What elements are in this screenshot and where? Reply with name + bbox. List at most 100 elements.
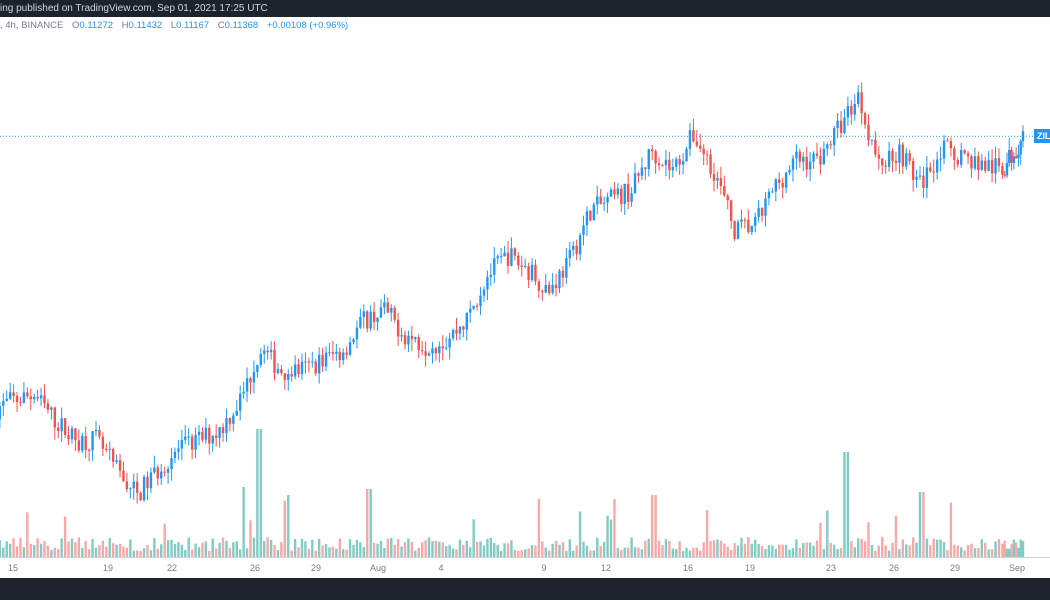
candle-up bbox=[342, 352, 345, 361]
volume-bar bbox=[101, 540, 105, 557]
volume-bar bbox=[898, 549, 901, 557]
volume-bar bbox=[499, 550, 503, 557]
volume-bar bbox=[276, 550, 280, 557]
volume-bar bbox=[784, 544, 788, 557]
candle-down bbox=[997, 158, 1001, 167]
volume-bar bbox=[668, 540, 671, 557]
volume-bar bbox=[935, 539, 939, 557]
volume-bar bbox=[558, 544, 561, 557]
candle-down bbox=[321, 354, 324, 367]
high-label: H bbox=[121, 20, 129, 31]
volume-bar bbox=[905, 544, 908, 557]
candlestick-chart[interactable] bbox=[0, 0, 1050, 557]
volume-bar bbox=[620, 549, 623, 557]
volume-bar bbox=[455, 549, 458, 557]
candle-up bbox=[887, 150, 891, 167]
volume-bar bbox=[22, 547, 26, 557]
volume-bar bbox=[791, 548, 795, 557]
candle-down bbox=[513, 248, 517, 256]
volume-bar bbox=[321, 545, 324, 557]
candle-down bbox=[863, 113, 867, 125]
candle-down bbox=[393, 307, 396, 320]
candle-down bbox=[589, 210, 592, 221]
candle-up bbox=[609, 189, 613, 197]
candle-down bbox=[537, 281, 541, 291]
x-tick-label: Aug bbox=[369, 563, 387, 573]
volume-bar bbox=[221, 537, 225, 557]
volume-bar bbox=[438, 541, 441, 557]
volume-bar bbox=[874, 550, 877, 557]
candle-up bbox=[523, 265, 527, 267]
volume-bar bbox=[393, 544, 396, 557]
candle-down bbox=[1003, 174, 1006, 176]
candle-down bbox=[475, 305, 479, 307]
candle-down bbox=[946, 140, 949, 142]
current-price-label: ZIL bbox=[1034, 129, 1050, 143]
candle-up bbox=[596, 196, 599, 205]
volume-bar bbox=[997, 539, 1001, 557]
x-tick-label: 9 bbox=[541, 563, 547, 573]
close-value: 0.11368 bbox=[224, 20, 259, 31]
volume-bar bbox=[287, 495, 290, 557]
volume-bar bbox=[887, 550, 891, 557]
volume-bar bbox=[970, 543, 973, 557]
candle-down bbox=[729, 200, 733, 221]
volume-bar bbox=[386, 538, 390, 557]
volume-bar bbox=[1010, 544, 1013, 557]
volume-bar bbox=[36, 538, 39, 557]
x-tick-label: 12 bbox=[600, 563, 612, 573]
candle-up bbox=[242, 391, 245, 394]
volume-bar bbox=[149, 550, 153, 557]
candle-up bbox=[898, 144, 901, 163]
candle-down bbox=[221, 427, 225, 434]
volume-bar bbox=[441, 542, 444, 557]
volume-bar bbox=[414, 550, 417, 557]
candle-down bbox=[781, 182, 784, 188]
candle-down bbox=[441, 346, 444, 349]
volume-bar bbox=[77, 537, 81, 557]
candle-down bbox=[956, 159, 959, 165]
candle-up bbox=[458, 326, 462, 334]
volume-bar bbox=[1021, 541, 1025, 557]
x-axis[interactable]: 15 19 22 26 29 Aug 4 9 12 16 19 23 26 29 Sep bbox=[0, 557, 1050, 580]
candle-up bbox=[445, 347, 448, 349]
candle-down bbox=[733, 220, 736, 239]
candle-up bbox=[960, 150, 963, 165]
volume-bar bbox=[534, 545, 537, 557]
candle-down bbox=[884, 165, 887, 167]
volume-bar bbox=[239, 549, 242, 557]
volume-bar bbox=[853, 547, 856, 557]
candle-up bbox=[853, 104, 856, 115]
candle-down bbox=[403, 335, 407, 345]
volume-bar bbox=[685, 547, 688, 557]
candle-down bbox=[651, 149, 654, 152]
volume-bar bbox=[91, 538, 94, 557]
candle-down bbox=[125, 481, 129, 490]
volume-bar bbox=[554, 540, 558, 557]
candle-down bbox=[966, 153, 970, 157]
volume-bar bbox=[808, 542, 812, 557]
volume-bar bbox=[832, 544, 836, 557]
candle-up bbox=[304, 361, 307, 363]
volume-bar bbox=[867, 522, 870, 557]
volume-bar bbox=[908, 545, 911, 557]
candle-down bbox=[719, 177, 723, 186]
volume-bar bbox=[348, 539, 352, 557]
volume-bar bbox=[513, 549, 517, 557]
candle-up bbox=[81, 436, 84, 451]
candle-up bbox=[263, 350, 266, 354]
candle-down bbox=[273, 349, 276, 373]
candle-up bbox=[664, 159, 668, 166]
volume-bar bbox=[475, 541, 479, 557]
volume-bar bbox=[204, 541, 208, 557]
volume-bar bbox=[980, 539, 983, 557]
candle-up bbox=[431, 348, 434, 354]
candle-up bbox=[530, 264, 534, 281]
volume-bar bbox=[651, 495, 654, 557]
volume-bar bbox=[417, 547, 420, 557]
candle-down bbox=[695, 141, 699, 146]
candle-down bbox=[881, 158, 884, 166]
candle-up bbox=[91, 431, 94, 451]
candle-up bbox=[791, 158, 795, 170]
volume-bar bbox=[565, 550, 568, 557]
